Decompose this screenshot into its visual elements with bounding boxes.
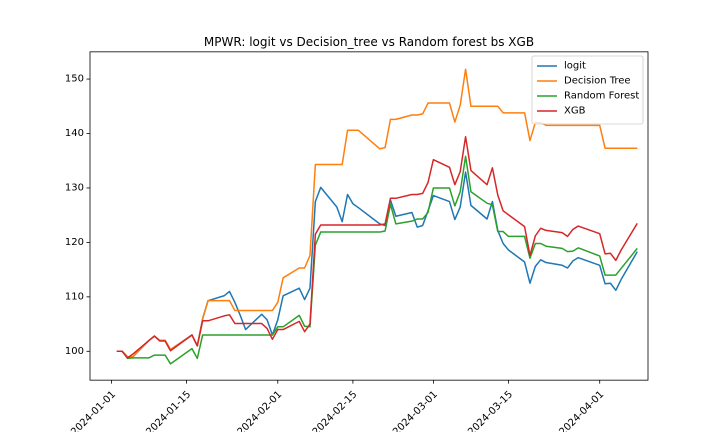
- legend-label-random-forest: Random Forest: [564, 91, 639, 102]
- plot-series-group: [116, 68, 638, 365]
- y-tick-label: 130: [65, 182, 84, 193]
- y-tick-label: 140: [65, 128, 84, 139]
- legend-label-xgb: XGB: [564, 106, 586, 117]
- legend-label-logit: logit: [564, 61, 586, 72]
- y-tick-label: 110: [65, 291, 84, 302]
- legend-label-decision-tree: Decision Tree: [564, 76, 631, 87]
- y-axis: 100 110 120 130 140 150: [65, 74, 90, 357]
- y-tick-label: 120: [65, 237, 84, 248]
- series-line-xgb: [116, 136, 638, 359]
- series-line-random-forest: [116, 155, 638, 365]
- y-tick-label: 100: [65, 346, 84, 357]
- legend-box: [531, 55, 644, 125]
- legend: logit Decision Tree Random Forest XGB: [531, 55, 644, 125]
- y-tick-label: 150: [65, 74, 84, 85]
- chart-title: MPWR: logit vs Decision_tree vs Random f…: [204, 35, 534, 49]
- plot-frame: [89, 51, 649, 381]
